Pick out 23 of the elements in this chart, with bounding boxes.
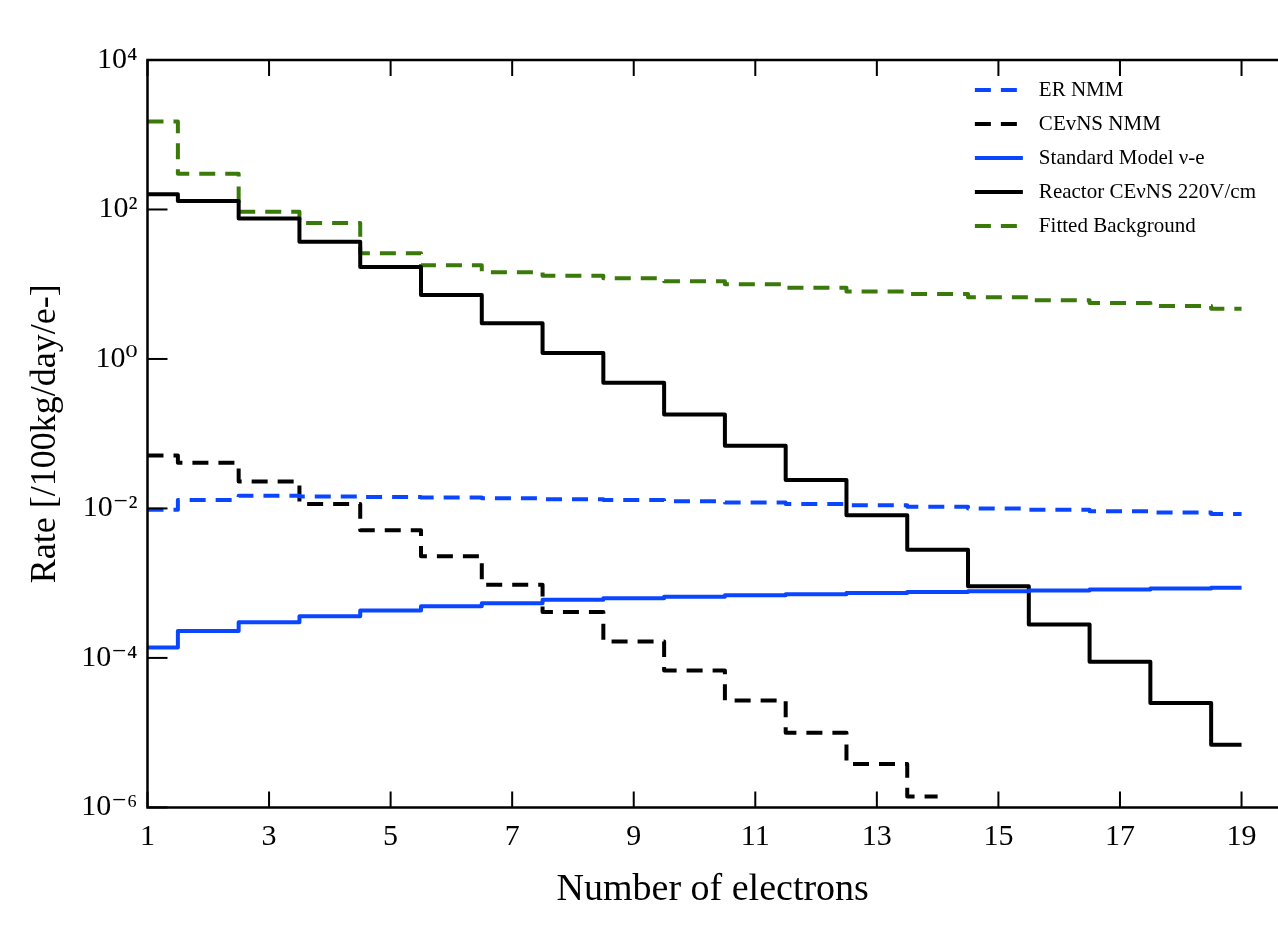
x-tick-label: 11 <box>740 818 770 852</box>
x-tick-label: 1 <box>139 818 155 852</box>
x-tick-label: 17 <box>1104 818 1135 852</box>
x-tick-label: 19 <box>1226 818 1257 852</box>
x-tick-label: 5 <box>383 818 399 852</box>
legend-label: Standard Model ν-e <box>1038 144 1205 169</box>
x-tick-label: 7 <box>504 818 520 852</box>
x-tick-label: 15 <box>983 818 1014 852</box>
y-tick-label: 10⁰ <box>95 339 138 373</box>
x-tick-label: 9 <box>626 818 642 852</box>
y-tick-label: 10⁴ <box>97 40 138 74</box>
y-tick-label: 10⁻⁶ <box>81 788 138 822</box>
y-axis-title: Rate [/100kg/day/e-] <box>23 284 64 584</box>
legend-label: Reactor CEνNS 220V/cm <box>1038 178 1257 203</box>
legend-label: CEvNS NMM <box>1038 110 1162 135</box>
legend-label: ER NMM <box>1038 76 1124 101</box>
x-tick-label: 3 <box>261 818 277 852</box>
x-tick-label: 13 <box>861 818 892 852</box>
legend-label: Fitted Background <box>1038 212 1197 237</box>
y-tick-label: 10⁻⁴ <box>81 638 138 672</box>
y-tick-label: 10² <box>98 190 138 224</box>
y-tick-label: 10⁻² <box>82 489 138 523</box>
x-axis-title: Number of electrons <box>556 866 869 909</box>
